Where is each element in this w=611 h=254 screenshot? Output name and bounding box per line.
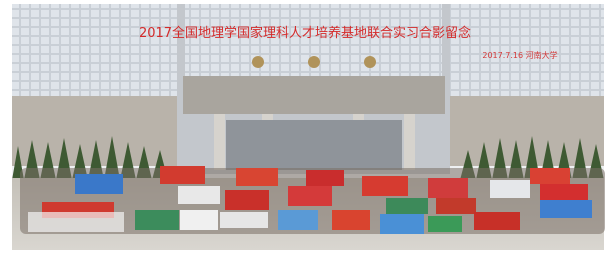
left-wing-glass [12, 4, 177, 96]
front-row [28, 212, 124, 232]
banner [75, 174, 123, 194]
date-place: 2017.7.16 河南大学 [482, 50, 557, 60]
banner [530, 168, 570, 184]
banner [306, 170, 344, 186]
portico-roof [183, 76, 445, 114]
banner [540, 200, 592, 218]
banner [278, 210, 318, 230]
page: 2017全国地理学国家理科人才培养基地联合实习合影留念 2017.7.16 河南… [0, 0, 611, 254]
column [214, 114, 225, 170]
banner [160, 166, 205, 184]
column [404, 114, 415, 170]
emblem [252, 56, 264, 68]
banner [178, 186, 220, 204]
banner [540, 184, 588, 202]
banner [428, 216, 462, 232]
banner [220, 212, 268, 228]
entrance [226, 120, 402, 170]
banner [436, 198, 476, 214]
banner [386, 198, 428, 214]
banner [236, 168, 278, 186]
banner [332, 210, 370, 230]
emblem [308, 56, 320, 68]
photo-caption: 2017全国地理学国家理科人才培养基地联合实习合影留念 [139, 25, 471, 41]
scene: 2017全国地理学国家理科人才培养基地联合实习合影留念 2017.7.16 河南… [12, 4, 605, 250]
right-wing-glass [450, 4, 604, 96]
banner [288, 186, 332, 206]
group-photo: 2017全国地理学国家理科人才培养基地联合实习合影留念 2017.7.16 河南… [0, 0, 611, 254]
emblem [364, 56, 376, 68]
banner [490, 180, 530, 198]
banner [428, 178, 468, 198]
banner [180, 210, 218, 230]
banner [225, 190, 269, 210]
banner [135, 210, 179, 230]
banner [362, 176, 408, 196]
banner [380, 214, 424, 234]
banner [474, 212, 520, 230]
